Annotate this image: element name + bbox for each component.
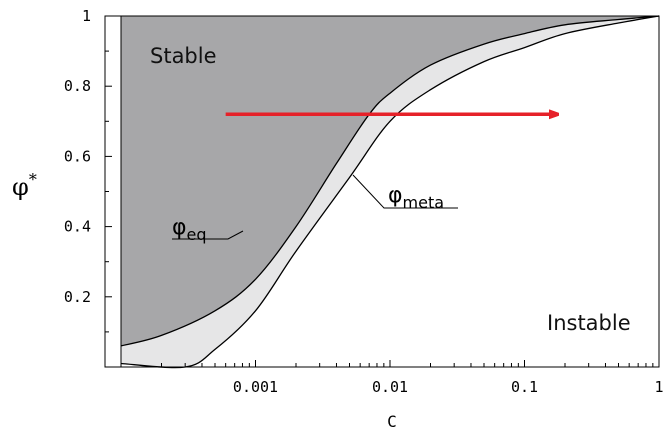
x-tick-label: 0.01 [372,378,408,396]
phi-meta-leader-line [352,174,458,209]
y-axis-label: φ* [12,170,37,201]
y-tick-label: 0.2 [64,288,91,306]
stable-region-label: Stable [150,44,217,68]
y-tick-label: 0.4 [64,218,91,236]
x-tick-label: 0.1 [511,378,538,396]
stable-region [121,16,659,346]
series-line-phi-meta [120,15,660,369]
y-tick-label: 1 [82,7,91,25]
instable-region-label: Instable [547,311,631,335]
x-axis-label: C [387,412,397,431]
x-tick-label: 0.001 [233,378,278,396]
phi-eq-label: φeq [172,215,207,244]
x-tick-label: 1 [654,378,663,396]
series-line-phi-eq [120,15,660,347]
phi-eq-leader-line [172,230,244,240]
y-tick-label: 0.8 [64,77,91,95]
y-tick-label: 0.6 [64,147,91,165]
phi-meta-label: φmeta [388,183,444,212]
